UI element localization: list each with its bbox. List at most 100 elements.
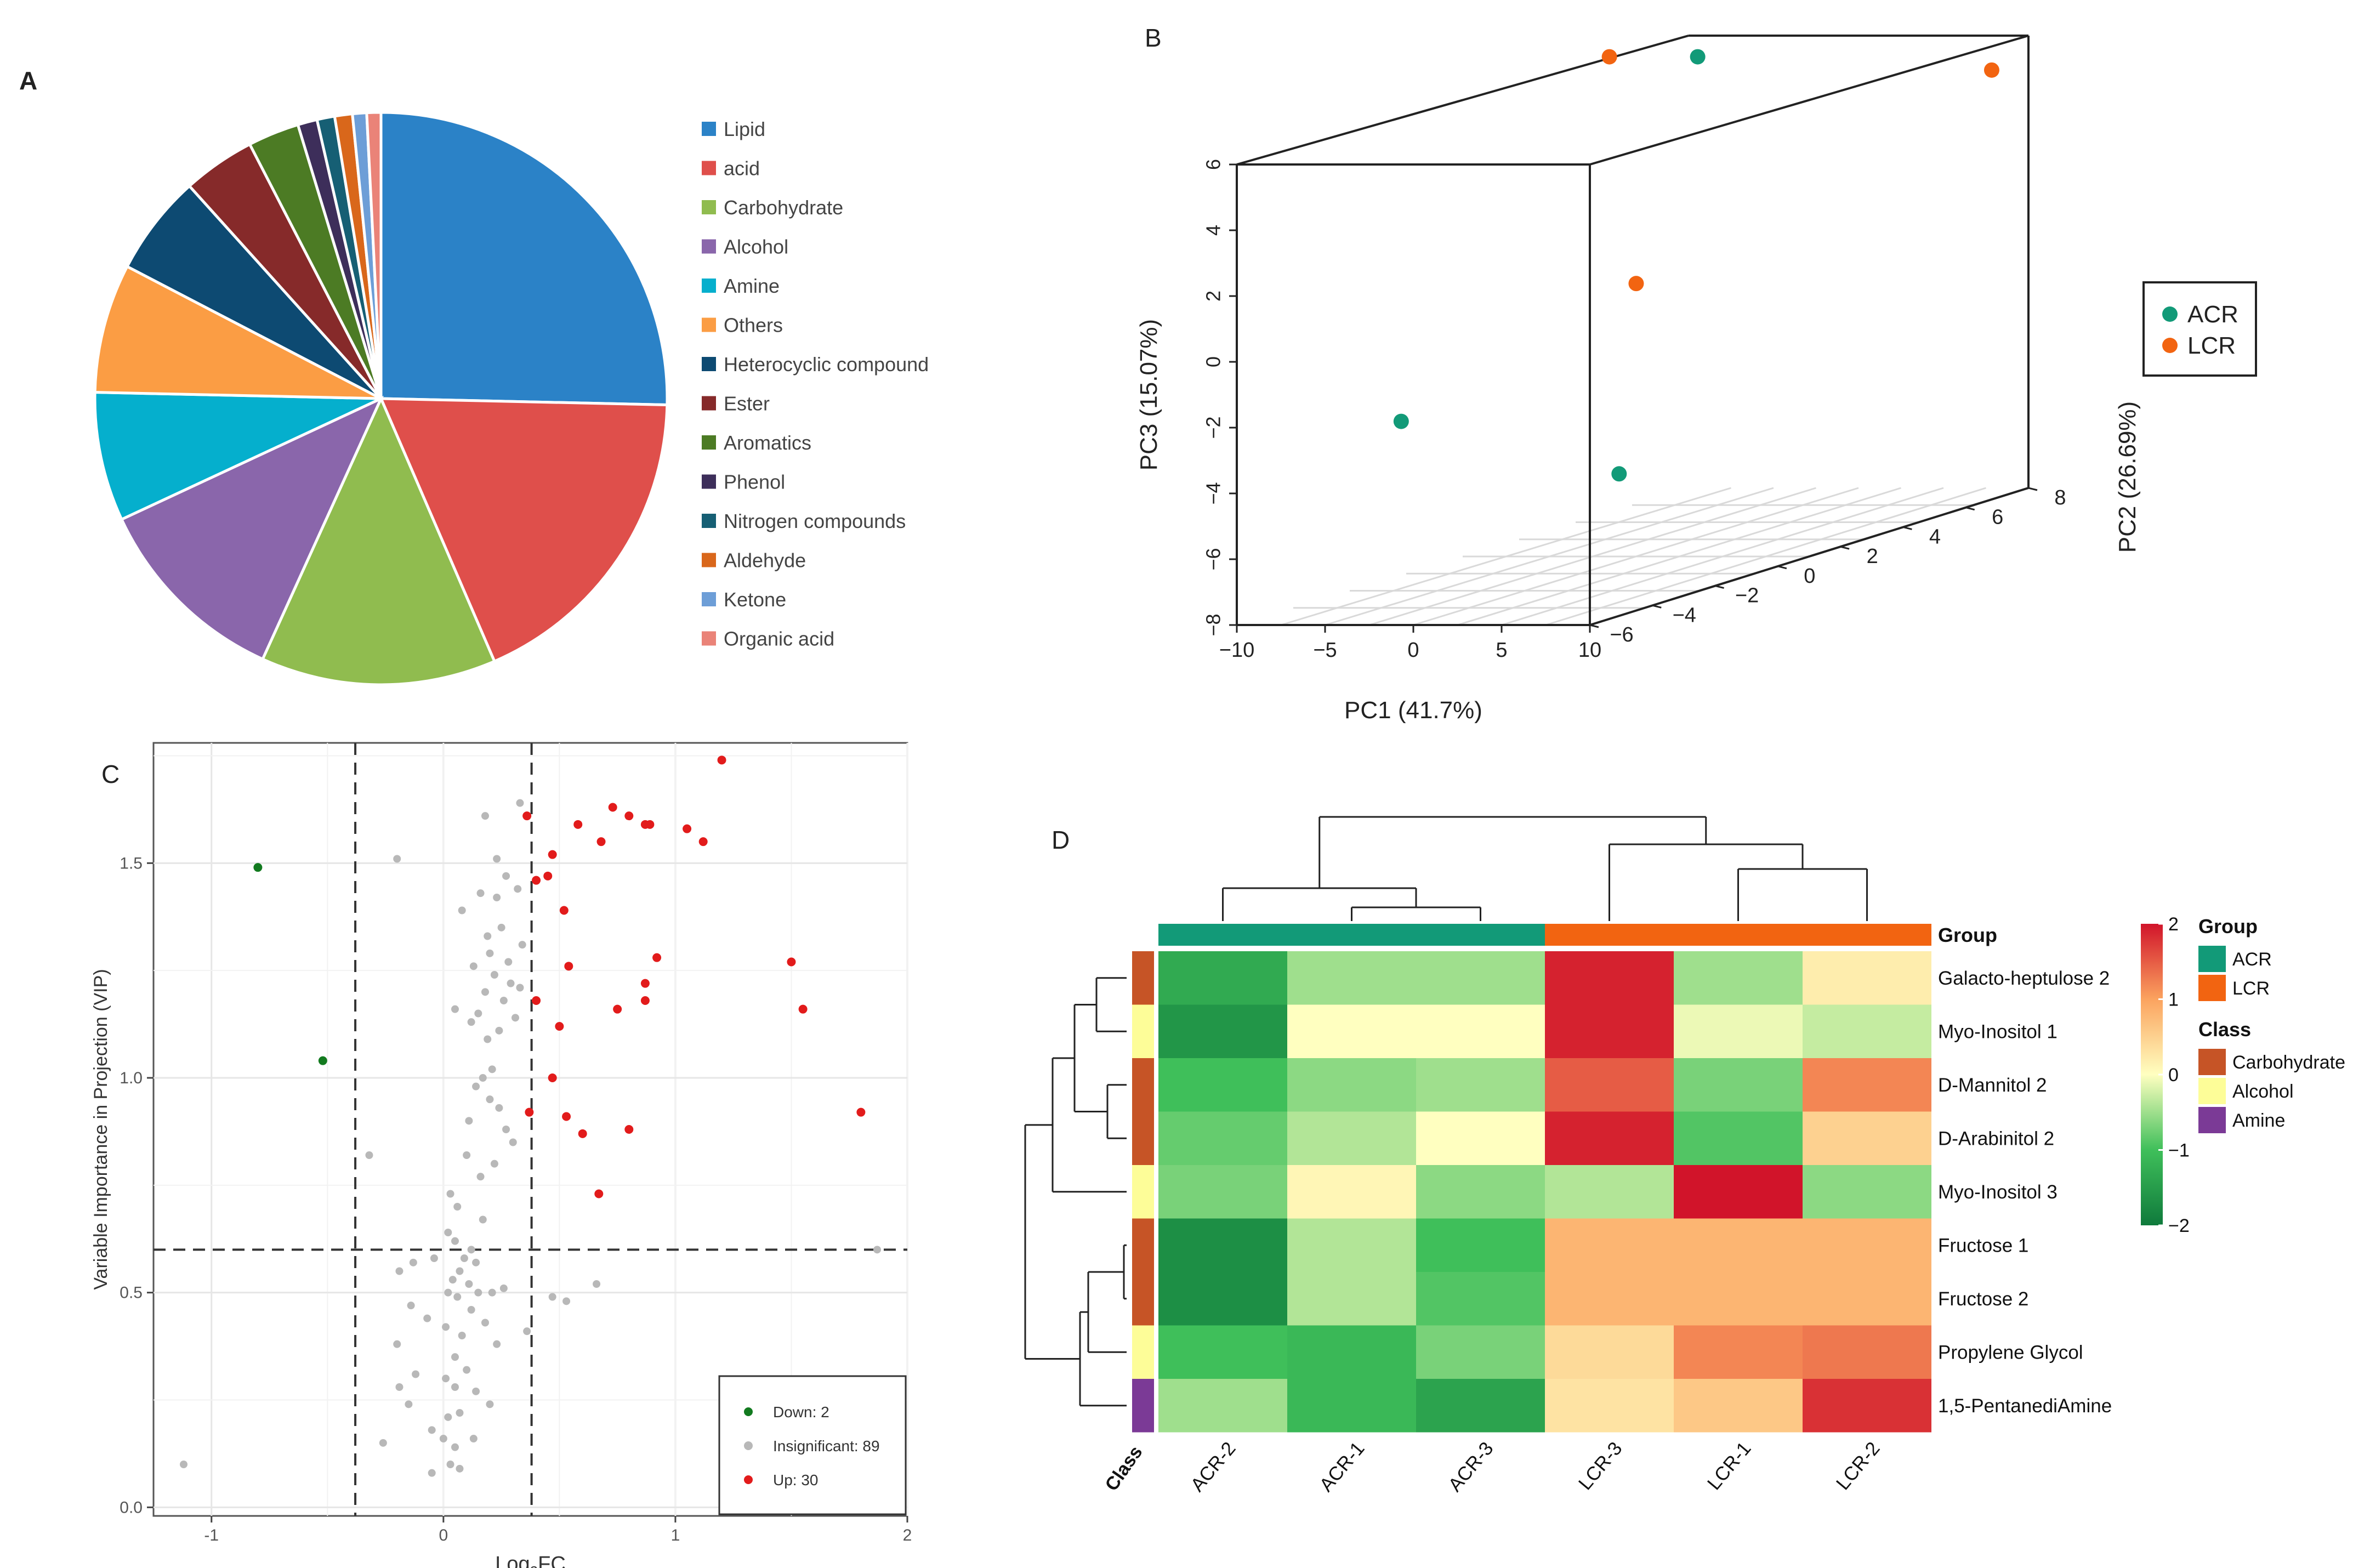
insignificant-point	[481, 1319, 489, 1327]
legend-class-swatch	[2198, 1107, 2226, 1133]
row-label: Myo-Inositol 3	[1938, 1181, 2058, 1203]
volcano-legend-label: Up: 30	[773, 1472, 819, 1489]
panel-b-label: B	[1145, 24, 1162, 52]
heatmap-cell	[1674, 951, 1803, 1005]
panel-d-label: D	[1052, 826, 1070, 854]
up-point	[522, 811, 532, 821]
insignificant-point	[395, 1383, 403, 1391]
x-axis-title: Log2FC	[495, 1553, 566, 1568]
insignificant-point	[467, 1246, 475, 1254]
heatmap-cell	[1158, 1272, 1287, 1326]
up-point	[573, 820, 583, 829]
z-tick-label: −6	[1202, 548, 1225, 570]
legend-label-0: Lipid	[724, 118, 765, 140]
insignificant-point	[562, 1297, 571, 1305]
x-tick-label: 10	[1578, 639, 1601, 662]
z-tick-label: 6	[1202, 159, 1225, 170]
y-tick	[1903, 526, 1912, 530]
legend-class-label: Amine	[2232, 1110, 2285, 1131]
legend-class-label: Carbohydrate	[2232, 1052, 2345, 1073]
insignificant-point	[484, 1035, 492, 1043]
legend-label-6: Heterocyclic compound	[724, 353, 929, 376]
insignificant-point	[481, 988, 489, 996]
pca-legend-label: LCR	[2187, 332, 2236, 359]
legend-class-swatch	[2198, 1078, 2226, 1104]
group-bar-label: Group	[1938, 924, 1997, 946]
up-point	[578, 1129, 587, 1138]
insignificant-point	[493, 894, 501, 901]
x-tick-label: 0	[1407, 639, 1419, 662]
heatmap-cell	[1158, 1379, 1287, 1433]
legend-swatch-4	[702, 279, 716, 293]
pie-slice-3	[120, 395, 384, 661]
insignificant-point	[479, 1215, 487, 1224]
legend-label-10: Nitrogen compounds	[724, 510, 906, 532]
up-point	[717, 755, 726, 765]
y-tick-label: 0.5	[120, 1284, 143, 1302]
heatmap-cell	[1545, 1325, 1674, 1379]
insignificant-point	[442, 1374, 450, 1383]
up-point	[613, 1004, 622, 1014]
up-point	[683, 824, 692, 833]
y-tick-label: 0.0	[120, 1498, 143, 1516]
up-point	[645, 820, 655, 829]
insignificant-point	[873, 1246, 881, 1254]
heatmap-cell	[1674, 1379, 1803, 1433]
insignificant-point	[458, 906, 466, 914]
pca-legend-label: ACR	[2187, 301, 2238, 328]
scale-tick-label: −2	[2168, 1215, 2190, 1236]
heatmap-cell	[1158, 951, 1287, 1005]
heatmap-cell	[1803, 1004, 1931, 1058]
legend-swatch-1	[702, 161, 716, 175]
pie-slice-1	[379, 397, 669, 663]
heatmap-cell	[1545, 1111, 1674, 1165]
insignificant-point	[499, 997, 508, 1004]
legend-group-swatch	[2198, 946, 2226, 972]
heatmap-cell	[1803, 951, 1931, 1005]
group-bar-cell	[1674, 924, 1803, 946]
scale-tick-label: 0	[2168, 1065, 2179, 1086]
box-edge	[1589, 487, 2029, 626]
x-tick-label: 0	[439, 1526, 448, 1544]
insignificant-point	[474, 1288, 482, 1297]
insignificant-point	[456, 1464, 464, 1473]
floor-grid-line	[1413, 487, 1859, 626]
z-tick-label: 2	[1202, 291, 1225, 302]
box-edge	[1236, 35, 1689, 166]
column-label: ACR-2	[1186, 1438, 1240, 1496]
y-tick	[1715, 585, 1724, 589]
pie-slice-13	[365, 111, 383, 399]
insignificant-point	[444, 1229, 452, 1236]
heatmap-cell	[1416, 1325, 1545, 1379]
row-label: Fructose 1	[1938, 1235, 2028, 1256]
heatmap-cell	[1545, 1165, 1674, 1219]
up-point	[548, 1073, 557, 1082]
volcano-legend-label: Insignificant: 89	[773, 1438, 880, 1455]
row-label: D-Mannitol 2	[1938, 1075, 2047, 1096]
insignificant-point	[180, 1461, 187, 1468]
insignificant-point	[484, 932, 492, 940]
up-point	[608, 803, 617, 812]
z-tick-label: −2	[1202, 416, 1225, 439]
legend-swatch-11	[702, 553, 716, 567]
acr-point	[1611, 466, 1627, 482]
column-label: ACR-3	[1444, 1438, 1497, 1496]
insignificant-point	[456, 1267, 464, 1275]
x-tick-label: 2	[903, 1526, 912, 1544]
class-bar-cell	[1132, 1111, 1154, 1165]
legend-label-9: Phenol	[724, 471, 785, 493]
insignificant-point	[479, 1074, 487, 1082]
legend-swatch-3	[702, 239, 716, 254]
panel-c-label: C	[101, 760, 120, 788]
y-tick-label: 0	[1804, 565, 1815, 588]
insignificant-point	[446, 1190, 454, 1198]
x-tick-label: 1	[671, 1526, 680, 1544]
heatmap-cell	[1287, 1325, 1416, 1379]
insignificant-point	[458, 1332, 466, 1339]
down-point	[318, 1056, 327, 1065]
insignificant-point	[509, 1138, 517, 1146]
y-tick	[1777, 565, 1787, 570]
row-label: D-Arabinitol 2	[1938, 1128, 2054, 1149]
insignificant-point	[465, 1117, 473, 1125]
heatmap-cell	[1287, 951, 1416, 1005]
